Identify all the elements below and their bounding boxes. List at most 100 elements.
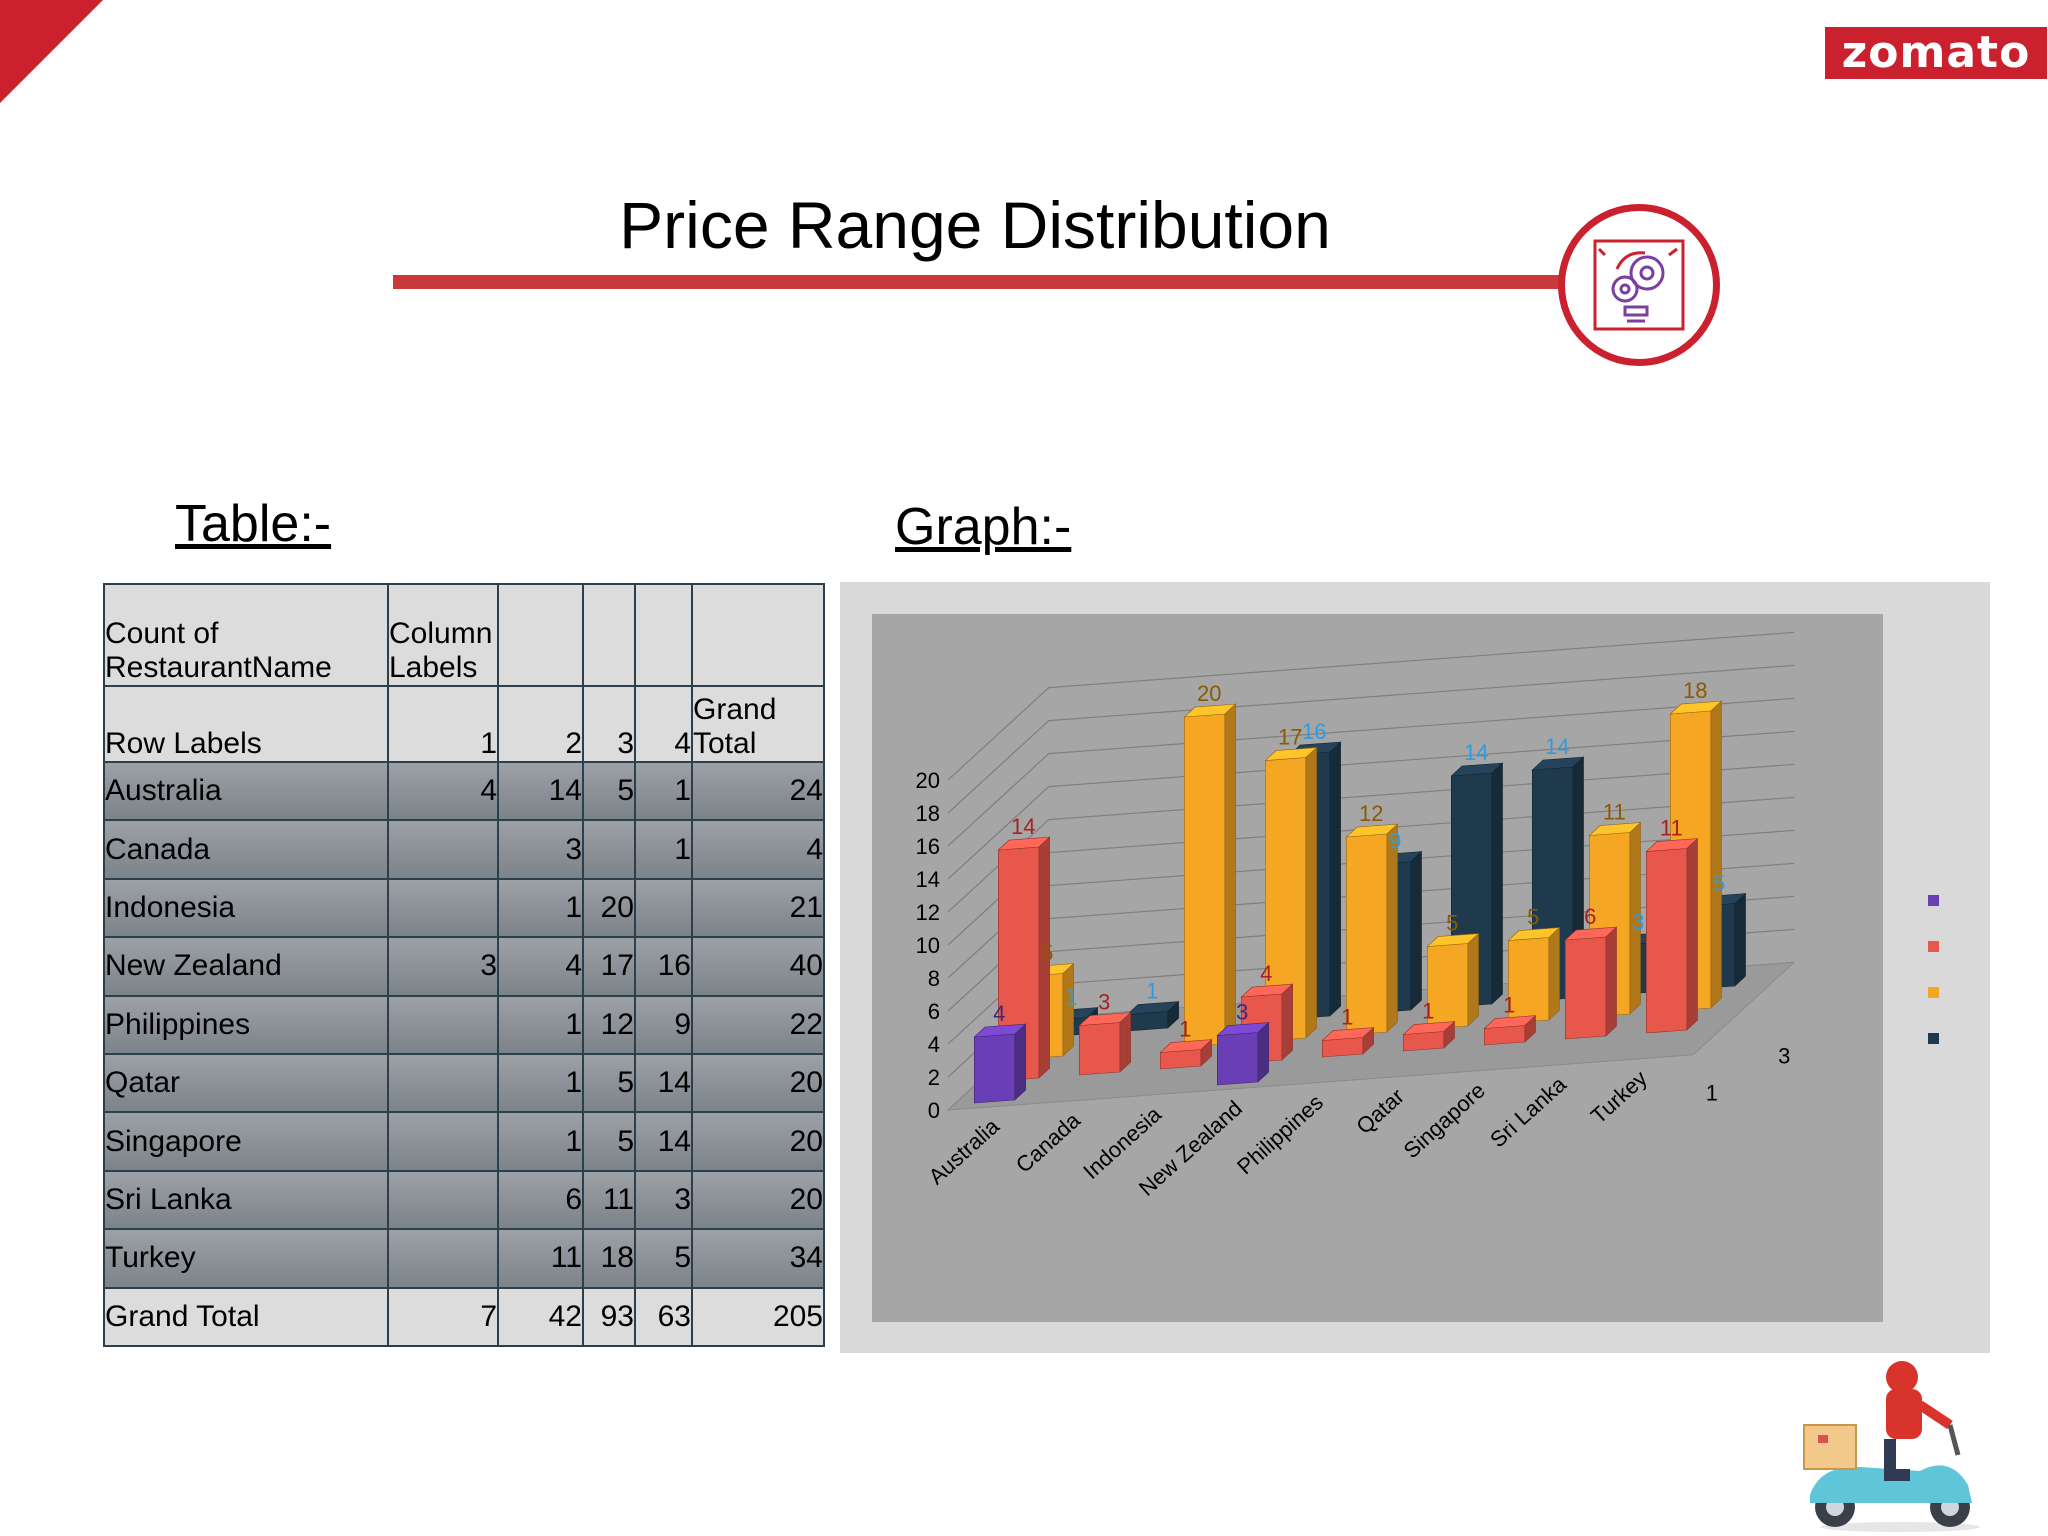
grand-total-cell: 63 xyxy=(634,1286,693,1348)
x-category-label: Qatar xyxy=(1351,1084,1409,1139)
data-label: 11 xyxy=(1603,800,1626,825)
table-row: Australia 4 14 5 1 24 xyxy=(103,760,825,822)
bar xyxy=(1321,1026,1375,1058)
row-cell: 18 xyxy=(582,1228,636,1289)
x-category-label: Canada xyxy=(1011,1107,1086,1178)
data-label: 3 xyxy=(1236,1000,1248,1025)
row-cell xyxy=(387,877,499,939)
zomato-logo: zomato xyxy=(1825,27,2047,79)
pivot-table: Count of RestaurantName Column Labels Ro… xyxy=(103,583,825,1348)
row-cell: 1 xyxy=(497,1052,584,1114)
y-tick-label: 10 xyxy=(916,933,940,958)
data-label: 3 xyxy=(1098,990,1110,1015)
bar xyxy=(997,836,1051,1082)
data-label: 16 xyxy=(1302,719,1326,744)
row-cell: 14 xyxy=(497,760,584,822)
data-label: 12 xyxy=(1359,801,1383,826)
table-grand-total-row: Grand Total 7 42 93 63 205 xyxy=(103,1286,825,1348)
table-subheader-price-1: 1 xyxy=(387,685,499,763)
row-cell: 4 xyxy=(497,936,584,997)
data-label: 11 xyxy=(1660,816,1683,841)
grand-total-label: Grand Total xyxy=(103,1286,389,1348)
x-category-label: Singapore xyxy=(1399,1078,1490,1164)
corner-accent xyxy=(0,0,103,103)
row-label: Philippines xyxy=(103,994,389,1055)
data-label: 6 xyxy=(1584,904,1596,929)
row-cell: 4 xyxy=(387,760,499,822)
row-label: Indonesia xyxy=(103,877,389,939)
data-label: 14 xyxy=(1011,814,1035,839)
gridline xyxy=(947,730,1795,880)
bar xyxy=(1402,1020,1456,1052)
table-row: Philippines 1 12 9 22 xyxy=(103,994,825,1055)
bar xyxy=(1483,1014,1537,1046)
row-total: 20 xyxy=(691,1052,825,1114)
grand-total-value: 205 xyxy=(691,1286,825,1348)
row-cell: 17 xyxy=(582,936,636,997)
data-label: 9 xyxy=(1389,829,1401,854)
row-cell: 1 xyxy=(634,819,693,880)
table-section-label: Table:- xyxy=(175,495,332,553)
row-cell: 1 xyxy=(497,994,584,1055)
row-total: 24 xyxy=(691,760,825,822)
bar xyxy=(1564,926,1618,1040)
row-cell: 5 xyxy=(634,1228,693,1289)
table-row: Turkey 11 18 5 34 xyxy=(103,1228,825,1289)
row-cell xyxy=(387,994,499,1055)
table-header-column-labels: Column Labels xyxy=(387,583,499,687)
bar xyxy=(1507,926,1561,1024)
bar xyxy=(1159,1038,1213,1070)
row-total: 34 xyxy=(691,1228,825,1289)
legend-swatch xyxy=(1928,941,1939,952)
data-label: 20 xyxy=(1197,681,1221,706)
bar xyxy=(1345,823,1399,1036)
row-cell: 20 xyxy=(582,877,636,939)
table-subheader-price-4: 4 xyxy=(634,685,693,763)
data-label: 4 xyxy=(1260,961,1272,986)
row-cell: 9 xyxy=(634,994,693,1055)
row-total: 40 xyxy=(691,936,825,997)
page-title: Price Range Distribution xyxy=(619,188,1331,262)
row-cell xyxy=(387,1052,499,1114)
table-row: Indonesia 1 20 21 xyxy=(103,877,825,939)
row-cell xyxy=(634,877,693,939)
row-total: 20 xyxy=(691,1111,825,1172)
row-cell: 11 xyxy=(497,1228,584,1289)
bar xyxy=(1426,932,1480,1030)
row-cell: 12 xyxy=(582,994,636,1055)
row-cell: 6 xyxy=(497,1169,584,1231)
gridline xyxy=(947,631,1795,781)
bar xyxy=(1645,837,1699,1034)
row-label: Sri Lanka xyxy=(103,1169,389,1231)
row-total: 20 xyxy=(691,1169,825,1231)
data-label: 18 xyxy=(1683,678,1707,703)
table-header-empty xyxy=(497,583,584,687)
table-subheader-row-labels: Row Labels xyxy=(103,685,389,763)
y-tick-label: 20 xyxy=(916,768,940,793)
row-label: Qatar xyxy=(103,1052,389,1114)
row-cell xyxy=(387,1169,499,1231)
row-label: New Zealand xyxy=(103,936,389,997)
depth-axis-label: 3 xyxy=(1778,1044,1790,1069)
row-cell xyxy=(387,1111,499,1172)
gridline xyxy=(947,697,1795,847)
data-label: 14 xyxy=(1545,734,1569,759)
graph-section-label: Graph:- xyxy=(895,498,1072,556)
y-tick-label: 8 xyxy=(928,966,940,991)
data-label: 1 xyxy=(1503,993,1515,1018)
y-tick-label: 12 xyxy=(916,900,940,925)
row-cell xyxy=(582,819,636,880)
row-cell: 3 xyxy=(497,819,584,880)
data-label: 5 xyxy=(1041,941,1053,966)
y-tick-label: 4 xyxy=(928,1032,940,1057)
row-cell xyxy=(387,1228,499,1289)
data-label: 1 xyxy=(1422,999,1434,1024)
data-label: 3 xyxy=(1632,910,1644,935)
bar xyxy=(1216,1021,1270,1086)
table-header-empty xyxy=(634,583,693,687)
data-label: 5 xyxy=(1713,871,1725,896)
table-row: Sri Lanka 6 11 3 20 xyxy=(103,1169,825,1231)
row-cell: 11 xyxy=(582,1169,636,1231)
gridline xyxy=(947,664,1795,814)
row-cell: 1 xyxy=(497,1111,584,1172)
